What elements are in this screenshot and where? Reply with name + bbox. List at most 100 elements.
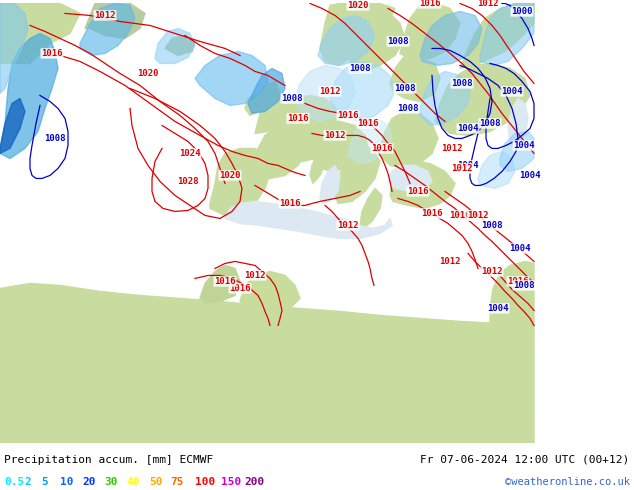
- Text: 2: 2: [24, 477, 31, 487]
- Polygon shape: [0, 98, 25, 153]
- Text: 50: 50: [149, 477, 162, 487]
- Polygon shape: [310, 122, 368, 172]
- Polygon shape: [80, 3, 135, 55]
- Text: 1012: 1012: [337, 221, 359, 230]
- Polygon shape: [0, 33, 58, 158]
- Text: 1016: 1016: [279, 199, 301, 208]
- Polygon shape: [245, 96, 260, 116]
- Text: 10: 10: [60, 477, 74, 487]
- Polygon shape: [318, 16, 375, 66]
- Text: 1012: 1012: [467, 211, 489, 220]
- Polygon shape: [390, 55, 440, 101]
- Text: 1016: 1016: [421, 209, 443, 218]
- Text: 1004: 1004: [501, 87, 523, 96]
- Text: 1016: 1016: [450, 211, 471, 220]
- Polygon shape: [360, 189, 382, 228]
- Text: 30: 30: [105, 477, 118, 487]
- Text: 1016: 1016: [372, 144, 392, 153]
- Polygon shape: [320, 166, 340, 203]
- Text: 1016: 1016: [287, 114, 309, 123]
- Polygon shape: [348, 119, 392, 164]
- Text: 75: 75: [170, 477, 183, 487]
- Polygon shape: [320, 3, 370, 66]
- Polygon shape: [390, 161, 455, 208]
- Polygon shape: [0, 3, 28, 94]
- Text: 1004: 1004: [514, 141, 534, 150]
- Polygon shape: [435, 63, 530, 135]
- Polygon shape: [225, 201, 392, 239]
- Polygon shape: [330, 3, 395, 25]
- Text: 1016: 1016: [214, 277, 236, 286]
- Polygon shape: [400, 3, 460, 61]
- Polygon shape: [480, 3, 534, 66]
- Text: 1020: 1020: [347, 1, 369, 10]
- Polygon shape: [155, 28, 195, 63]
- Text: 1008: 1008: [451, 79, 473, 88]
- Text: 0.5: 0.5: [4, 477, 25, 487]
- Text: ©weatheronline.co.uk: ©weatheronline.co.uk: [505, 477, 630, 487]
- Text: 20: 20: [82, 477, 96, 487]
- Polygon shape: [195, 51, 268, 105]
- Polygon shape: [500, 131, 534, 172]
- Text: 1008: 1008: [349, 64, 371, 73]
- Polygon shape: [490, 262, 534, 328]
- Text: 1020: 1020: [137, 69, 158, 78]
- Polygon shape: [295, 66, 355, 122]
- Text: 1008: 1008: [479, 119, 501, 128]
- Polygon shape: [85, 3, 145, 38]
- Polygon shape: [200, 266, 240, 303]
- Text: 1012: 1012: [244, 271, 266, 280]
- Text: 1016: 1016: [337, 111, 359, 120]
- Text: 5: 5: [41, 477, 48, 487]
- Text: 1008: 1008: [387, 37, 409, 46]
- Polygon shape: [0, 283, 534, 443]
- Text: 1016: 1016: [41, 49, 63, 58]
- Text: Fr 07-06-2024 12:00 UTC (00+12): Fr 07-06-2024 12:00 UTC (00+12): [420, 455, 630, 465]
- Polygon shape: [248, 69, 285, 114]
- Polygon shape: [420, 72, 470, 125]
- Text: 1004: 1004: [519, 171, 541, 180]
- Text: 1020: 1020: [219, 171, 241, 180]
- Text: 1016: 1016: [507, 277, 529, 286]
- Polygon shape: [388, 166, 432, 192]
- Text: 1008: 1008: [514, 281, 534, 290]
- Polygon shape: [255, 81, 285, 133]
- Text: 1000: 1000: [511, 7, 533, 16]
- Polygon shape: [460, 3, 534, 69]
- Text: 1012: 1012: [477, 0, 499, 8]
- Polygon shape: [210, 148, 270, 216]
- Text: 1008: 1008: [481, 221, 503, 230]
- Polygon shape: [350, 13, 405, 72]
- Polygon shape: [478, 151, 515, 189]
- Text: 1012: 1012: [94, 11, 116, 20]
- Polygon shape: [253, 125, 305, 178]
- Text: 1016: 1016: [419, 0, 441, 8]
- Text: 1028: 1028: [178, 177, 198, 186]
- Polygon shape: [265, 96, 340, 164]
- Text: 1012: 1012: [481, 267, 503, 276]
- Polygon shape: [165, 35, 195, 55]
- Text: 1012: 1012: [441, 144, 463, 153]
- Polygon shape: [240, 271, 300, 314]
- Text: 40: 40: [127, 477, 140, 487]
- Text: 1004: 1004: [457, 161, 479, 170]
- Text: 1008: 1008: [44, 134, 66, 143]
- Text: 1008: 1008: [281, 94, 303, 103]
- Text: 1012: 1012: [451, 164, 473, 173]
- Text: 1004: 1004: [457, 124, 479, 133]
- Text: 1008: 1008: [394, 84, 416, 93]
- Text: 100: 100: [195, 477, 216, 487]
- Text: 150: 150: [221, 477, 241, 487]
- Polygon shape: [380, 111, 438, 169]
- Text: 1016: 1016: [407, 187, 429, 196]
- Text: 1024: 1024: [179, 149, 201, 158]
- Polygon shape: [0, 3, 80, 63]
- Polygon shape: [335, 146, 380, 203]
- Text: 1016: 1016: [357, 119, 378, 128]
- Text: 1008: 1008: [398, 104, 418, 113]
- Text: 1012: 1012: [439, 257, 461, 266]
- Polygon shape: [420, 11, 482, 66]
- Text: 200: 200: [244, 477, 264, 487]
- Text: 1012: 1012: [324, 131, 346, 140]
- Text: 1004: 1004: [488, 304, 508, 313]
